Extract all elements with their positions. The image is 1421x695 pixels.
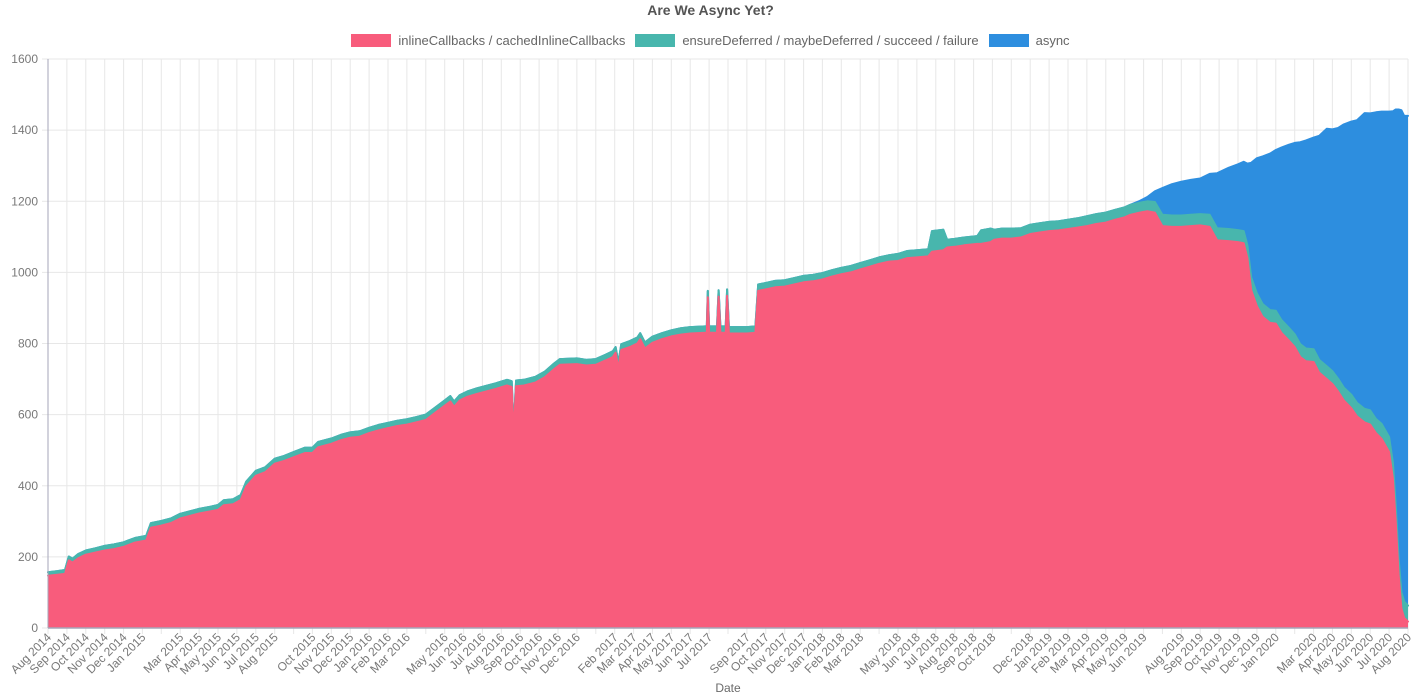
svg-text:0: 0 <box>31 621 38 635</box>
legend-swatch-ensuredeferred <box>635 34 676 47</box>
svg-text:1400: 1400 <box>11 123 38 137</box>
legend-item-async[interactable]: async <box>988 33 1070 48</box>
x-axis-title: Date <box>715 681 741 695</box>
legend-label-async: async <box>1035 33 1070 48</box>
svg-text:1200: 1200 <box>11 194 38 208</box>
legend-item-inlinecallbacks[interactable]: inlineCallbacks / cachedInlineCallbacks <box>351 33 625 48</box>
legend-label-inlinecallbacks: inlineCallbacks / cachedInlineCallbacks <box>398 33 626 48</box>
svg-text:200: 200 <box>18 550 38 564</box>
svg-text:800: 800 <box>18 337 38 351</box>
svg-text:1600: 1600 <box>11 52 38 66</box>
svg-text:1000: 1000 <box>11 265 38 279</box>
legend-swatch-inlinecallbacks <box>351 34 392 47</box>
svg-text:400: 400 <box>18 479 38 493</box>
svg-text:600: 600 <box>18 408 38 422</box>
legend-label-ensuredeferred: ensureDeferred / maybeDeferred / succeed… <box>682 33 979 48</box>
chart-legend: inlineCallbacks / cachedInlineCallbacks … <box>0 33 1421 48</box>
legend-swatch-async <box>988 34 1029 47</box>
chart-title: Are We Async Yet? <box>647 2 774 18</box>
legend-item-ensuredeferred[interactable]: ensureDeferred / maybeDeferred / succeed… <box>635 33 979 48</box>
